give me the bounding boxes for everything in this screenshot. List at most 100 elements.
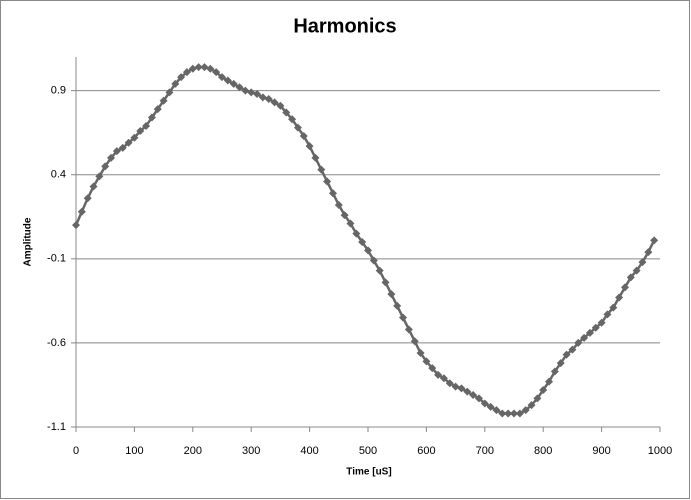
data-point — [194, 63, 203, 72]
data-point — [77, 207, 86, 216]
data-point — [346, 219, 355, 228]
data-point — [615, 293, 624, 302]
data-point — [510, 409, 518, 418]
data-point — [218, 73, 226, 82]
data-point — [498, 409, 507, 418]
data-point — [235, 83, 244, 92]
data-point — [632, 266, 641, 275]
data-point — [480, 399, 489, 408]
data-point — [288, 115, 297, 124]
data-point — [434, 370, 443, 379]
data-point — [626, 273, 635, 282]
data-point — [451, 382, 460, 391]
data-point — [136, 127, 145, 135]
data-point — [83, 194, 92, 203]
x-tick-label: 200 — [184, 445, 202, 457]
data-point — [369, 256, 378, 265]
x-tick-label: 1000 — [648, 445, 672, 457]
data-point — [358, 238, 367, 246]
data-point — [264, 95, 273, 104]
data-point — [311, 153, 320, 162]
data-point — [188, 64, 197, 73]
x-tick-label: 300 — [242, 445, 260, 457]
data-point — [270, 98, 279, 107]
data-point — [422, 357, 431, 366]
data-point — [474, 394, 483, 403]
x-tick-label: 600 — [417, 445, 435, 457]
data-point — [638, 258, 647, 267]
x-tick-label: 400 — [300, 445, 318, 457]
data-point — [223, 76, 232, 85]
data-point — [381, 278, 390, 287]
data-point — [580, 333, 589, 342]
x-tick-label: 800 — [534, 445, 552, 457]
data-point — [165, 88, 174, 97]
y-axis-title: Amplitude — [23, 217, 34, 266]
data-point — [95, 172, 104, 181]
data-point — [340, 211, 349, 220]
data-point — [574, 338, 583, 347]
data-point — [200, 63, 209, 72]
data-point — [533, 394, 542, 403]
data-point — [556, 359, 565, 368]
y-tick-label: 0.9 — [51, 85, 66, 97]
data-point — [334, 201, 343, 209]
data-point — [107, 153, 116, 162]
chart-title: Harmonics — [293, 15, 396, 37]
data-point — [399, 313, 408, 322]
data-point — [650, 236, 659, 245]
data-point — [253, 90, 262, 98]
data-point — [305, 142, 314, 151]
data-point — [469, 391, 478, 400]
data-line — [74, 65, 656, 415]
data-point — [147, 113, 156, 122]
data-point — [393, 301, 402, 310]
data-point — [293, 123, 302, 132]
data-point — [387, 290, 396, 299]
data-point — [562, 350, 571, 359]
data-point — [323, 177, 332, 186]
data-point — [603, 310, 612, 319]
y-tick-label: -0.1 — [47, 253, 66, 265]
data-point — [153, 105, 162, 114]
data-point — [247, 88, 256, 97]
data-point — [142, 121, 151, 130]
data-point — [229, 79, 238, 88]
data-point — [545, 377, 554, 386]
data-point — [597, 318, 606, 327]
data-point — [171, 79, 180, 88]
data-point — [72, 221, 80, 230]
data-point — [328, 189, 337, 198]
data-point — [89, 182, 98, 191]
data-point — [463, 387, 472, 396]
data-point — [585, 328, 594, 337]
x-tick-label: 500 — [359, 445, 377, 457]
data-point — [118, 143, 127, 152]
y-tick-label: -0.6 — [47, 337, 66, 349]
data-point — [428, 364, 437, 373]
data-point — [375, 266, 384, 275]
data-point — [258, 93, 267, 102]
data-point — [591, 323, 600, 332]
data-point — [527, 401, 536, 410]
x-tick-label: 0 — [73, 445, 79, 457]
data-point — [486, 402, 495, 411]
data-point — [124, 138, 133, 147]
x-tick-label: 900 — [592, 445, 610, 457]
data-point — [282, 108, 291, 117]
data-point — [159, 96, 168, 105]
x-tick-label: 100 — [125, 445, 143, 457]
x-tick-label: 700 — [476, 445, 494, 457]
data-point — [101, 162, 110, 171]
data-point — [299, 132, 308, 141]
data-point — [410, 337, 419, 346]
data-point — [439, 374, 448, 383]
data-point — [644, 248, 653, 257]
data-point — [112, 147, 121, 156]
data-point — [404, 325, 413, 334]
data-point — [445, 379, 454, 388]
data-point — [276, 101, 285, 110]
data-point — [539, 386, 548, 394]
